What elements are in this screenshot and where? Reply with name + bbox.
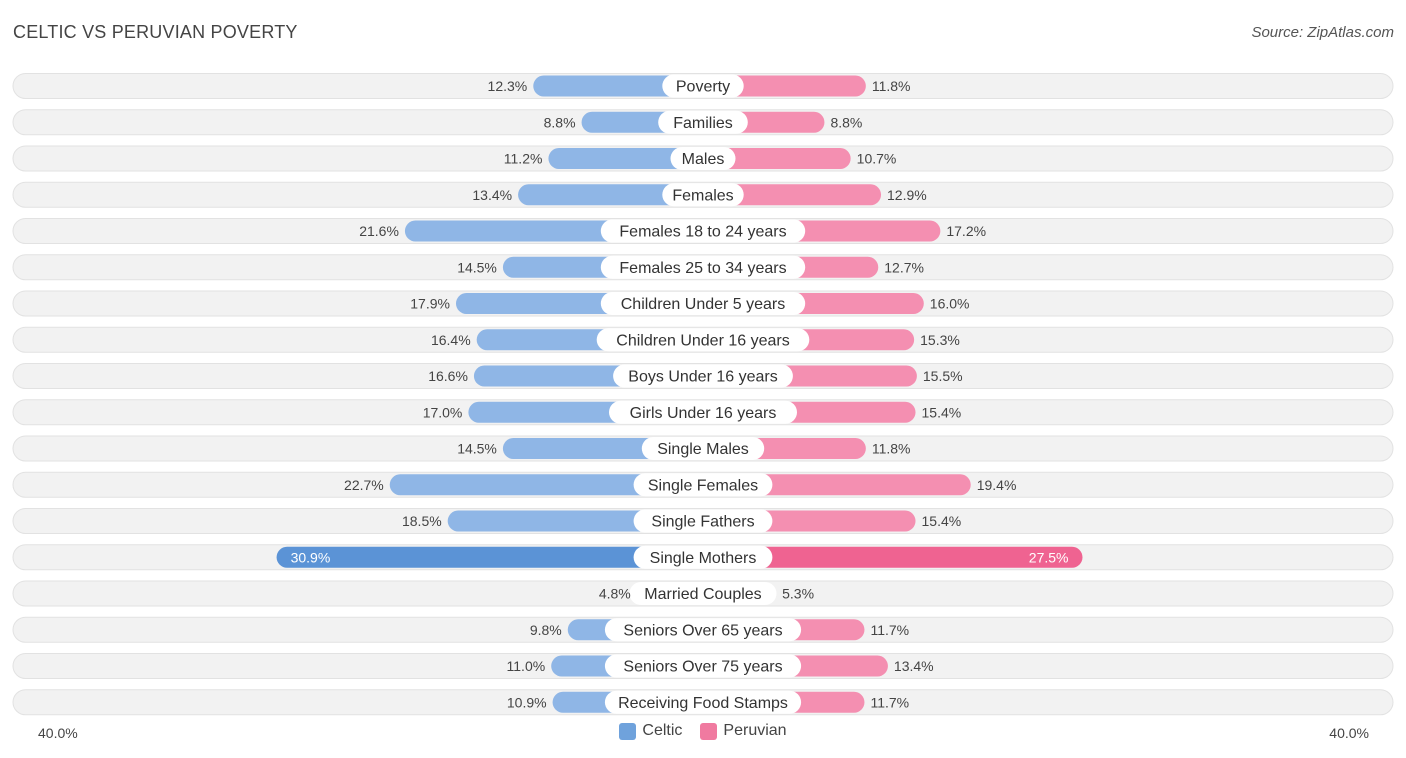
value-peruvian-children-under-5-years: 16.0% (930, 296, 970, 312)
value-peruvian-receiving-food-stamps: 11.7% (870, 694, 909, 710)
value-celtic-single-fathers: 18.5% (402, 513, 442, 529)
value-celtic-males: 11.2% (504, 151, 543, 167)
category-label-receiving-food-stamps: Receiving Food Stamps (618, 695, 788, 712)
value-peruvian-single-mothers: 27.5% (1029, 549, 1069, 565)
category-label-males: Males (682, 151, 725, 168)
category-pill-females-25-to-34-years (600, 255, 806, 279)
value-celtic-boys-under-16-years: 16.6% (428, 368, 468, 384)
value-peruvian-children-under-16-years: 15.3% (920, 332, 960, 348)
category-pill-males (670, 147, 736, 170)
category-pill-single-mothers (633, 545, 773, 569)
value-celtic-seniors-over-75-years: 11.0% (507, 658, 546, 674)
axis-right-label: 40.0% (1329, 725, 1369, 741)
legend-label-celtic: Celtic (642, 722, 683, 739)
value-celtic-poverty: 12.3% (488, 78, 528, 94)
value-peruvian-males: 10.7% (857, 151, 897, 167)
value-peruvian-females-25-to-34-years: 12.7% (884, 259, 924, 275)
category-pill-children-under-5-years (600, 292, 806, 315)
value-peruvian-girls-under-16-years: 15.4% (922, 404, 962, 420)
value-peruvian-seniors-over-75-years: 13.4% (894, 658, 934, 674)
category-label-poverty: Poverty (676, 79, 730, 96)
category-label-females-25-to-34-years: Females 25 to 34 years (619, 260, 786, 277)
category-pill-children-under-16-years (596, 328, 810, 352)
category-label-single-fathers: Single Fathers (651, 514, 754, 531)
category-pill-single-females (633, 473, 773, 497)
category-pill-families (658, 110, 748, 134)
category-label-single-mothers: Single Mothers (650, 550, 757, 567)
bar-celtic-single-females (389, 474, 713, 496)
value-celtic-single-males: 14.5% (457, 441, 497, 457)
value-peruvian-seniors-over-65-years: 11.7% (870, 622, 909, 638)
legend-label-peruvian: Peruvian (723, 722, 787, 739)
category-label-seniors-over-65-years: Seniors Over 65 years (623, 622, 782, 639)
category-label-girls-under-16-years: Girls Under 16 years (630, 405, 777, 422)
value-peruvian-married-couples: 5.3% (782, 586, 814, 602)
category-label-children-under-5-years: Children Under 5 years (621, 296, 786, 313)
value-celtic-children-under-5-years: 17.9% (410, 296, 450, 312)
category-label-children-under-16-years: Children Under 16 years (616, 332, 789, 349)
category-pill-girls-under-16-years (609, 400, 797, 424)
diverging-bar-chart: Poverty 12.3% 11.8% Families 8.8% 8.8% Males 11… (12, 73, 1394, 716)
value-celtic-single-females: 22.7% (344, 477, 384, 493)
category-label-boys-under-16-years: Boys Under 16 years (628, 369, 777, 386)
category-label-families: Families (673, 115, 733, 132)
value-peruvian-single-males: 11.8% (872, 441, 911, 457)
legend-swatch-peruvian (700, 722, 718, 740)
category-pill-married-couples (629, 582, 777, 605)
bar-peruvian-single-mothers (693, 546, 1083, 568)
category-pill-seniors-over-75-years (604, 654, 802, 678)
value-celtic-females: 13.4% (472, 187, 512, 203)
category-label-females-18-to-24-years: Females 18 to 24 years (619, 224, 786, 241)
value-celtic-children-under-16-years: 16.4% (431, 332, 471, 348)
category-label-married-couples: Married Couples (644, 586, 761, 603)
value-peruvian-females: 12.9% (887, 187, 927, 203)
category-label-seniors-over-75-years: Seniors Over 75 years (623, 659, 782, 676)
value-peruvian-females-18-to-24-years: 17.2% (946, 223, 986, 239)
value-celtic-females-18-to-24-years: 21.6% (359, 223, 399, 239)
category-pill-receiving-food-stamps (604, 690, 802, 714)
category-label-single-females: Single Females (648, 477, 758, 494)
value-celtic-single-mothers: 30.9% (291, 549, 331, 565)
value-celtic-receiving-food-stamps: 10.9% (507, 694, 547, 710)
value-peruvian-poverty: 11.8% (872, 78, 911, 94)
value-peruvian-single-females: 19.4% (977, 477, 1017, 493)
category-pill-boys-under-16-years (613, 364, 793, 388)
value-celtic-girls-under-16-years: 17.0% (423, 404, 463, 420)
value-peruvian-boys-under-16-years: 15.5% (923, 368, 963, 384)
category-pill-poverty (662, 74, 744, 98)
bar-celtic-single-mothers (276, 546, 713, 568)
chart-title: CELTIC VS PERUVIAN POVERTY (13, 22, 298, 42)
category-pill-single-fathers (633, 509, 773, 533)
legend-swatch-celtic (619, 722, 637, 740)
category-pill-single-males (641, 437, 765, 460)
value-celtic-females-25-to-34-years: 14.5% (457, 259, 497, 275)
axis-left-label: 40.0% (38, 725, 78, 741)
legend-item-peruvian[interactable]: Peruvian (700, 722, 787, 740)
legend: Celtic Peruvian (0, 722, 1406, 740)
value-celtic-families: 8.8% (544, 114, 576, 130)
source-note: Source: ZipAtlas.com (1251, 24, 1394, 41)
legend-item-celtic[interactable]: Celtic (619, 722, 682, 740)
category-pill-females (662, 183, 744, 207)
category-label-females: Females (672, 187, 733, 204)
category-pill-females-18-to-24-years (600, 219, 806, 243)
value-celtic-married-couples: 4.8% (599, 586, 631, 602)
value-peruvian-families: 8.8% (830, 114, 862, 130)
category-label-single-males: Single Males (657, 441, 749, 458)
value-peruvian-single-fathers: 15.4% (922, 513, 962, 529)
value-celtic-seniors-over-65-years: 9.8% (530, 622, 562, 638)
category-pill-seniors-over-65-years (604, 618, 802, 642)
